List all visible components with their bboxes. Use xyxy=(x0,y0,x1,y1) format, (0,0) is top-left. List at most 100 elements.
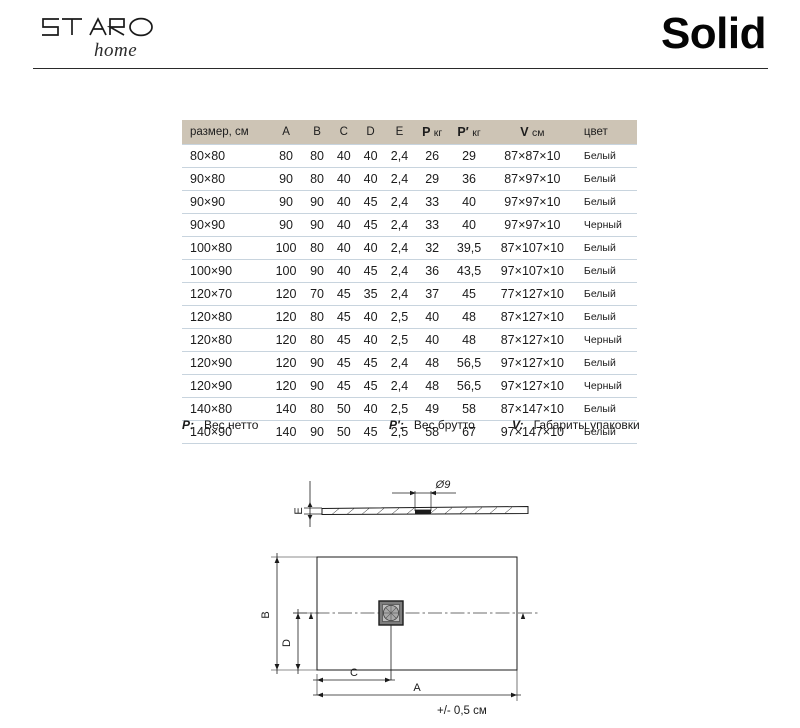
cell-pb: 45 xyxy=(449,282,489,306)
cell-v: 97×127×10 xyxy=(488,351,576,375)
cell-p: 40 xyxy=(415,305,450,329)
cell-v: 97×97×10 xyxy=(488,213,576,237)
cell-v: 97×97×10 xyxy=(488,190,576,214)
cell-v: 87×127×10 xyxy=(488,305,576,329)
dim-label-a: A xyxy=(413,682,421,694)
cell-a: 90 xyxy=(268,167,304,191)
cell-e: 2,4 xyxy=(383,351,415,375)
cell-color: Белый xyxy=(575,190,637,214)
cell-pb: 39,5 xyxy=(449,236,489,260)
cell-p: 32 xyxy=(415,236,450,260)
cell-e: 2,4 xyxy=(383,282,415,306)
cell-b: 90 xyxy=(303,351,331,375)
cell-a: 100 xyxy=(268,259,304,283)
table-header: размер, см A B C D E P кг P′ кг V см цве… xyxy=(182,120,637,145)
cell-color: Белый xyxy=(575,167,637,191)
technical-drawings: E Ø9 xyxy=(0,455,800,728)
cell-pb: 36 xyxy=(449,167,489,191)
cell-a: 90 xyxy=(268,213,304,237)
cell-v: 87×127×10 xyxy=(488,328,576,352)
cell-c: 40 xyxy=(330,190,358,214)
cell-b: 70 xyxy=(303,282,331,306)
cell-p: 49 xyxy=(415,397,450,421)
cell-v: 97×147×10 xyxy=(488,420,576,444)
column-header-package-size: V см xyxy=(488,120,576,145)
legend-key-p: P: xyxy=(182,418,194,432)
cell-a: 90 xyxy=(268,190,304,214)
dim-label-b: B xyxy=(260,611,272,618)
cell-c: 45 xyxy=(330,351,358,375)
cell-b: 80 xyxy=(303,328,331,352)
cell-p: 29 xyxy=(415,167,450,191)
cell-b: 90 xyxy=(303,420,331,444)
table-header-row: размер, см A B C D E P кг P′ кг V см цве… xyxy=(182,120,637,145)
cell-d: 40 xyxy=(357,167,384,191)
table-row: 80×80 80 80 40 40 2,4 26 29 87×87×10 Белый xyxy=(182,144,637,168)
cell-color: Белый xyxy=(575,236,637,260)
cell-a: 100 xyxy=(268,236,304,260)
cell-size: 100×90 xyxy=(182,259,269,283)
cell-a: 120 xyxy=(268,328,304,352)
side-section-drawing: E Ø9 xyxy=(293,479,529,527)
cell-color: Черный xyxy=(575,374,637,398)
brand-sub-label: home xyxy=(94,40,138,61)
cell-c: 45 xyxy=(330,305,358,329)
cell-p: 26 xyxy=(415,144,450,168)
cell-size: 120×70 xyxy=(182,282,269,306)
cell-pb: 43,5 xyxy=(449,259,489,283)
cell-e: 2,4 xyxy=(383,167,415,191)
cell-p: 58 xyxy=(415,420,450,444)
cell-c: 40 xyxy=(330,259,358,283)
cell-d: 40 xyxy=(357,328,384,352)
cell-size: 90×90 xyxy=(182,213,269,237)
cell-pb: 56,5 xyxy=(449,351,489,375)
cell-d: 45 xyxy=(357,374,384,398)
cell-c: 45 xyxy=(330,374,358,398)
legend-key-pb: P′: xyxy=(389,418,404,432)
cell-pb: 56,5 xyxy=(449,374,489,398)
cell-pb: 40 xyxy=(449,213,489,237)
cell-color: Белый xyxy=(575,397,637,421)
legend-text-v: Габариты упаковки xyxy=(533,418,640,432)
cell-color: Белый xyxy=(575,282,637,306)
cell-d: 40 xyxy=(357,397,384,421)
cell-d: 40 xyxy=(357,305,384,329)
cell-c: 45 xyxy=(330,282,358,306)
drain-grate-icon xyxy=(378,600,404,626)
cell-color: Белый xyxy=(575,259,637,283)
cell-p: 36 xyxy=(415,259,450,283)
cell-color: Белый xyxy=(575,144,637,168)
cell-v: 97×107×10 xyxy=(488,259,576,283)
column-header-size: размер, см xyxy=(182,120,269,145)
cell-d: 45 xyxy=(357,259,384,283)
cell-b: 80 xyxy=(303,236,331,260)
cell-b: 80 xyxy=(303,167,331,191)
cell-c: 40 xyxy=(330,213,358,237)
table-row: 120×90 120 90 45 45 2,4 48 56,5 97×127×10 Черный xyxy=(182,374,637,398)
cell-color: Черный xyxy=(575,328,637,352)
cell-c: 40 xyxy=(330,236,358,260)
cell-v: 87×87×10 xyxy=(488,144,576,168)
table-row: 120×90 120 90 45 45 2,4 48 56,5 97×127×10 Белый xyxy=(182,351,637,375)
cell-c: 50 xyxy=(330,397,358,421)
cell-a: 120 xyxy=(268,374,304,398)
cell-color: Белый xyxy=(575,420,637,444)
legend-text-p: Вес нетто xyxy=(204,418,259,432)
table-row: 90×80 90 80 40 40 2,4 29 36 87×97×10 Белый xyxy=(182,167,637,191)
cell-b: 80 xyxy=(303,144,331,168)
cell-size: 100×80 xyxy=(182,236,269,260)
dim-label-drain-diameter: Ø9 xyxy=(435,479,451,491)
cell-e: 2,4 xyxy=(383,259,415,283)
cell-size: 90×80 xyxy=(182,167,269,191)
table-row: 100×90 100 90 40 45 2,4 36 43,5 97×107×10 Белый xyxy=(182,259,637,283)
cell-e: 2,5 xyxy=(383,305,415,329)
cell-d: 45 xyxy=(357,351,384,375)
cell-v: 87×107×10 xyxy=(488,236,576,260)
cell-e: 2,4 xyxy=(383,236,415,260)
legend-item-gross-weight: P′: Вес брутто xyxy=(389,418,475,432)
legend-key-v: V: xyxy=(512,418,524,432)
brand-logo: home xyxy=(38,14,218,64)
cell-b: 90 xyxy=(303,190,331,214)
cell-d: 40 xyxy=(357,236,384,260)
legend-item-package-size: V: Габариты упаковки xyxy=(512,418,640,432)
